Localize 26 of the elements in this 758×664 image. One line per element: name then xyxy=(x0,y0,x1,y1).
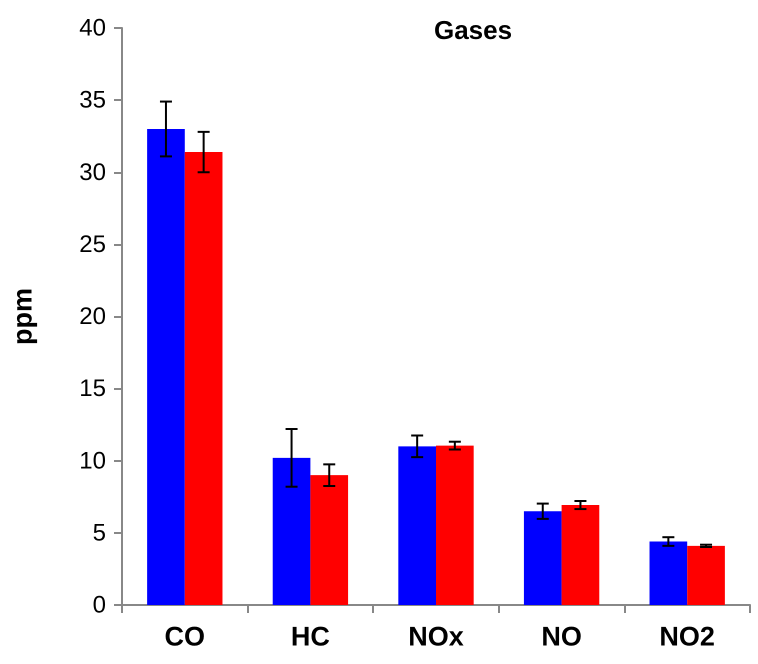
y-tick-label: 25 xyxy=(79,230,106,258)
y-tick-label: 30 xyxy=(79,158,106,186)
x-tick-label: CO xyxy=(164,622,206,652)
x-tick-label: HC xyxy=(290,622,330,652)
bar xyxy=(436,446,474,605)
x-tick-label: NO2 xyxy=(659,622,715,652)
bar xyxy=(184,152,222,605)
chart-title: Gases xyxy=(434,15,512,45)
y-tick-label: 5 xyxy=(92,519,106,546)
bar xyxy=(272,458,310,605)
y-tick-label: 15 xyxy=(79,375,106,402)
bar xyxy=(310,475,348,605)
y-tick-label: 35 xyxy=(79,86,106,114)
y-tick-label: 20 xyxy=(79,303,106,330)
y-tick-label: 0 xyxy=(92,592,106,618)
x-tick-label: NOx xyxy=(408,622,464,652)
x-tick-label: NO xyxy=(541,622,582,652)
bar xyxy=(524,511,562,605)
bar xyxy=(398,446,436,605)
bar xyxy=(147,128,185,605)
bar xyxy=(562,505,600,605)
bar xyxy=(650,542,688,605)
y-tick-label: 40 xyxy=(79,14,106,42)
y-axis-title: ppm xyxy=(8,288,38,345)
bar xyxy=(687,546,725,605)
y-tick-label: 10 xyxy=(79,447,106,474)
